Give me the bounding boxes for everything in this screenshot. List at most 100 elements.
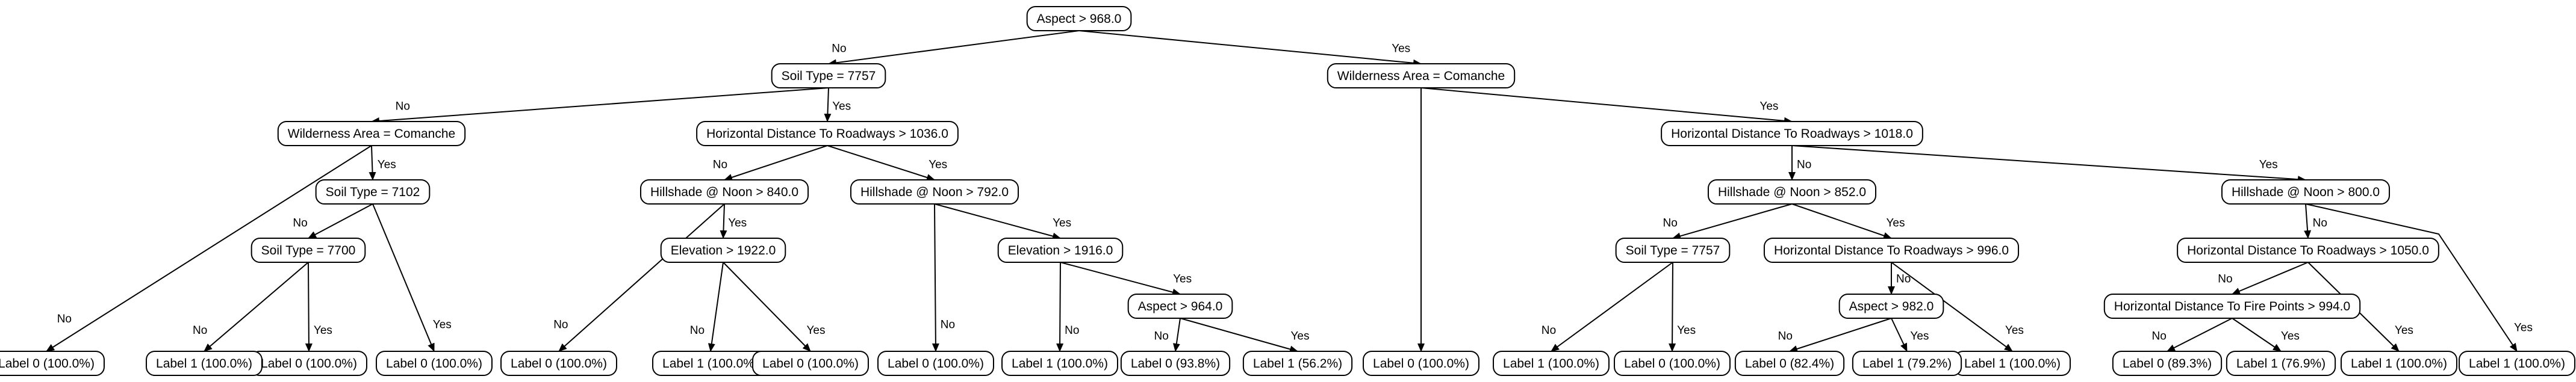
edge-n26-n38 [2305, 203, 2518, 352]
edge-label-n25-n27: No [1663, 217, 1678, 229]
edge-n15-n17 [708, 262, 724, 352]
node-label: Label 0 (100.0%) [511, 357, 607, 371]
tree-node-n16: Label 0 (100.0%) [500, 351, 617, 376]
node-label: Wilderness Area = Comanche [288, 127, 455, 141]
edge-label-n3-n8: No [57, 313, 72, 325]
edge-n37-n40 [2232, 318, 2282, 352]
node-box [1001, 351, 1118, 376]
edge-n21-n24 [1180, 318, 1298, 353]
edge-label-n37-n39: No [2152, 330, 2167, 343]
node-box [2103, 294, 2361, 319]
edge-n14-n19 [934, 203, 1061, 240]
tree-node-n8: Label 0 (100.0%) [0, 351, 105, 376]
tree-node-n4: Horizontal Distance To Roadways > 1036.0 [696, 121, 959, 146]
edge-label-n0-n1: No [832, 43, 846, 55]
node-box [376, 351, 493, 376]
node-label: Soil Type = 7757 [1626, 244, 1720, 257]
edge-label-n1-n3: No [396, 100, 410, 112]
node-label: Label 0 (100.0%) [261, 357, 357, 371]
edge-n0-n1 [828, 30, 1080, 67]
edge-label-n35-n37: No [2218, 273, 2232, 286]
tree-node-n12: Label 0 (100.0%) [376, 351, 493, 376]
node-label: Soil Type = 7757 [782, 69, 876, 83]
edge-label-n4-n13: No [713, 158, 727, 171]
node-box [877, 351, 994, 376]
node-box [0, 351, 105, 376]
edge-n6-n26 [1791, 145, 2306, 183]
tree-node-n23: Label 0 (93.8%) [1120, 351, 1231, 376]
node-label: Label 0 (100.0%) [386, 357, 482, 371]
node-box [660, 238, 786, 263]
node-box [500, 351, 617, 376]
node-label: Horizontal Distance To Fire Points > 994… [2114, 300, 2350, 313]
node-label: Label 1 (100.0%) [2351, 357, 2447, 371]
node-label: Label 1 (56.2%) [1253, 357, 1342, 371]
edge-label-n26-n38: Yes [2514, 322, 2533, 334]
node-label: Label 0 (93.8%) [1131, 357, 1220, 371]
node-box [277, 121, 466, 146]
node-box [752, 351, 869, 376]
edge-label-n37-n40: Yes [2281, 330, 2300, 343]
node-box [1026, 6, 1132, 31]
edge-n26-n35 [2304, 203, 2312, 239]
edge-label-n27-n29: No [1542, 324, 1556, 337]
edge-n15-n18 [723, 262, 811, 352]
tree-node-n3: Wilderness Area = Comanche [277, 121, 466, 146]
edge-label-n6-n26: Yes [2259, 158, 2278, 171]
edge-n1-n4 [824, 87, 832, 122]
node-box [1852, 351, 1962, 376]
edge-n9-n10 [305, 262, 313, 352]
node-box [1614, 351, 1731, 376]
edge-label-n1-n4: Yes [832, 100, 851, 112]
tree-node-n11: Label 1 (100.0%) [146, 351, 263, 376]
node-box [1763, 238, 2020, 263]
tree-node-n26: Hillshade @ Noon > 800.0 [2221, 179, 2391, 205]
node-label: Horizontal Distance To Roadways > 996.0 [1774, 244, 2009, 257]
node-box [1242, 351, 1353, 376]
tree-node-n25: Hillshade @ Noon > 852.0 [1707, 179, 1877, 205]
node-box [2459, 351, 2575, 376]
tree-node-n0: Aspect > 968.0 [1026, 6, 1132, 31]
edge-n0-n2 [1078, 30, 1422, 67]
node-box [250, 238, 366, 263]
edge-label-n14-n19: Yes [1053, 217, 1071, 229]
node-box [2112, 351, 2223, 376]
node-box [1363, 351, 1479, 376]
edge-n25-n28 [1791, 203, 1892, 239]
node-label: Label 0 (82.4%) [1745, 357, 1834, 371]
node-label: Horizontal Distance To Roadways > 1036.0 [706, 127, 948, 141]
edge-label-n4-n14: Yes [929, 158, 947, 171]
node-label: Hillshade @ Noon > 792.0 [860, 185, 1009, 199]
tree-node-n7: Soil Type = 7102 [315, 179, 431, 205]
tree-node-n40: Label 1 (76.9%) [2226, 351, 2336, 376]
tree-node-n18: Label 0 (100.0%) [752, 351, 869, 376]
edge-label-n2-n6: Yes [1759, 100, 1778, 112]
tree-node-n37: Horizontal Distance To Fire Points > 994… [2103, 294, 2361, 319]
edge-label-n9-n10: Yes [314, 324, 332, 337]
tree-node-n36: Label 1 (100.0%) [2341, 351, 2457, 376]
edge-label-n0-n2: Yes [1392, 43, 1410, 55]
node-box [1615, 238, 1731, 263]
edge-label-n28-n32: Yes [2005, 324, 2024, 337]
node-label: Label 0 (100.0%) [888, 357, 984, 371]
tree-node-n15: Elevation > 1922.0 [660, 238, 786, 263]
tree-node-n28: Horizontal Distance To Roadways > 996.0 [1763, 238, 2020, 263]
edge-label-n9-n11: No [193, 324, 207, 337]
tree-node-n20: Label 0 (100.0%) [877, 351, 994, 376]
edge-label-n31-n33: No [1778, 330, 1793, 343]
edge-n25-n27 [1672, 203, 1793, 240]
edge-n27-n30 [1669, 262, 1676, 352]
node-label: Horizontal Distance To Roadways > 1050.0 [2187, 244, 2429, 257]
tree-node-n35: Horizontal Distance To Roadways > 1050.0 [2177, 238, 2439, 263]
edge-n35-n37 [2232, 262, 2309, 295]
edge-n27-n29 [1551, 262, 1673, 352]
node-label: Horizontal Distance To Roadways > 1018.0 [1671, 127, 1913, 141]
edge-label-n21-n23: No [1154, 330, 1169, 343]
node-label: Aspect > 982.0 [1849, 300, 1934, 313]
edge-n7-n9 [308, 203, 373, 239]
edge-n7-n12 [372, 203, 435, 352]
tree-node-n32: Label 1 (100.0%) [1954, 351, 2071, 376]
edge-label-n28-n31: No [1896, 273, 1911, 286]
tree-node-n9: Soil Type = 7700 [250, 238, 366, 263]
node-box [1734, 351, 1845, 376]
